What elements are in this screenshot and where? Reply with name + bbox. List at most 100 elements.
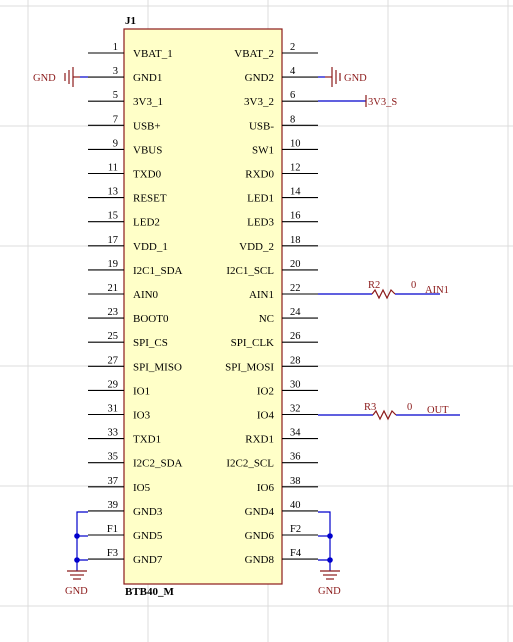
left-pin-number: 19 [108, 259, 119, 270]
right-pin-number: 16 [290, 211, 301, 222]
right-pin-name: IO6 [257, 482, 275, 494]
right-pin-name: GND6 [245, 530, 275, 542]
left-pin-name: VDD_1 [133, 241, 168, 253]
left-pin-number: 33 [108, 428, 119, 439]
right-pin-name: RXD0 [245, 169, 274, 181]
right-pin-number: F4 [290, 548, 302, 559]
gnd-net-label-right: GND [344, 73, 367, 84]
right-pin-name: VBAT_2 [234, 48, 274, 60]
left-pin-number: 9 [113, 138, 118, 149]
left-pin-name: I2C1_SDA [133, 265, 183, 277]
left-pin-name: GND5 [133, 530, 163, 542]
left-pin-number: 35 [108, 452, 119, 463]
left-pin-name: IO5 [133, 482, 151, 494]
right-pin-name: LED3 [247, 217, 274, 229]
right-pin-name: IO2 [257, 385, 274, 397]
v3v3-net-label: 3V3_S [368, 97, 397, 108]
right-pin-number: 14 [290, 187, 301, 198]
right-pin-number: 6 [290, 90, 295, 101]
left-pin-number: 23 [108, 307, 119, 318]
left-pin-name: AIN0 [133, 289, 159, 301]
r3-value: 0 [407, 402, 412, 413]
left-pin-name: RESET [133, 193, 167, 205]
left-pin-name: SPI_MISO [133, 361, 182, 373]
right-pin-number: 34 [290, 428, 301, 439]
right-pin-number: F2 [290, 524, 301, 535]
left-pin-name: SPI_CS [133, 337, 168, 349]
ain1-net-label: AIN1 [425, 285, 449, 296]
left-pin-name: IO3 [133, 410, 151, 422]
left-pin-number: 15 [108, 211, 119, 222]
right-pin-name: SPI_MOSI [225, 361, 274, 373]
gnd-bus-right [318, 511, 340, 580]
left-pin-name: VBAT_1 [133, 48, 173, 60]
left-pin-number: 17 [108, 235, 119, 246]
right-pin-number: 12 [290, 163, 301, 174]
right-pin-number: 4 [290, 66, 296, 77]
right-pin-number: 30 [290, 379, 301, 390]
left-pin-name: GND3 [133, 506, 163, 518]
r3-designator: R3 [364, 402, 376, 413]
right-pin-number: 24 [290, 307, 301, 318]
right-pin-number: 26 [290, 331, 301, 342]
right-pin-number: 36 [290, 452, 301, 463]
right-pin-name: IO4 [257, 410, 275, 422]
left-pin-name: TXD0 [133, 169, 162, 181]
gnd-net-label-left: GND [33, 73, 56, 84]
right-pin-number: 40 [290, 500, 301, 511]
r2-value: 0 [411, 280, 416, 291]
pin-group: 1 VBAT_1 3 GND1 5 3V3_1 7 USB+ 9 VBUS 11 TXD0 13 RESE… [88, 42, 318, 566]
right-pin-number: 32 [290, 404, 301, 415]
left-pin-number: F3 [107, 548, 118, 559]
r3-resistor[interactable] [318, 409, 460, 421]
v3v3-net-wire [318, 95, 367, 107]
connector-body[interactable] [123, 28, 283, 585]
right-pin-name: AIN1 [249, 289, 274, 301]
left-pin-number: 31 [108, 404, 119, 415]
right-pin-number: 22 [290, 283, 301, 294]
left-pin-number: 29 [108, 379, 119, 390]
left-pin-number: F1 [107, 524, 118, 535]
designator-label: J1 [125, 15, 136, 27]
left-pin-name: USB+ [133, 120, 161, 132]
part-name-label: BTB40_M [125, 586, 175, 598]
right-pin-name: VDD_2 [239, 241, 274, 253]
right-pin-name: 3V3_2 [244, 96, 274, 108]
gnd-power-symbol-left [64, 67, 88, 87]
left-pin-name: IO1 [133, 385, 150, 397]
left-pin-number: 11 [108, 163, 118, 174]
gnd-bottom-left-label: GND [65, 586, 88, 597]
left-pin-name: GND7 [133, 554, 163, 566]
r2-resistor[interactable] [318, 288, 440, 300]
left-pin-number: 27 [108, 355, 119, 366]
right-pin-number: 8 [290, 114, 295, 125]
left-pin-number: 3 [113, 66, 118, 77]
right-pin-number: 28 [290, 355, 301, 366]
left-pin-number: 25 [108, 331, 119, 342]
right-pin-name: SW1 [252, 144, 274, 156]
r2-designator: R2 [368, 280, 380, 291]
left-pin-number: 7 [113, 114, 118, 125]
left-pin-name: TXD1 [133, 434, 161, 446]
right-pin-name: I2C2_SCL [226, 458, 274, 470]
left-pin-name: GND1 [133, 72, 162, 84]
right-pin-name: GND8 [245, 554, 275, 566]
right-pin-name: LED1 [247, 193, 274, 205]
right-pin-number: 20 [290, 259, 301, 270]
left-pin-number: 39 [108, 500, 119, 511]
gnd-power-symbol-right [318, 67, 341, 87]
right-pin-name: RXD1 [245, 434, 274, 446]
right-pin-number: 2 [290, 42, 295, 53]
right-pin-number: 10 [290, 138, 301, 149]
right-pin-number: 38 [290, 476, 301, 487]
left-pin-number: 21 [108, 283, 119, 294]
right-pin-name: GND2 [245, 72, 274, 84]
out-net-label: OUT [427, 405, 449, 416]
left-pin-name: LED2 [133, 217, 160, 229]
gnd-bottom-right-label: GND [318, 586, 341, 597]
right-pin-name: USB- [249, 120, 274, 132]
left-pin-number: 5 [113, 90, 118, 101]
left-pin-name: BOOT0 [133, 313, 169, 325]
right-pin-number: 18 [290, 235, 301, 246]
